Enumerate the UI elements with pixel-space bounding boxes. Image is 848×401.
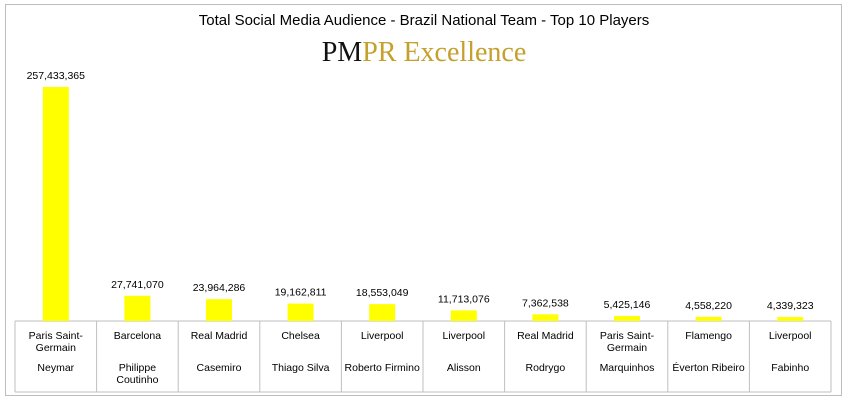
tick-label-player: Alisson [447, 362, 481, 374]
data-label: 5,425,146 [604, 299, 651, 311]
bar [287, 303, 314, 321]
data-label: 257,433,365 [27, 70, 86, 82]
logo: PMPR Excellence [0, 36, 848, 70]
tick-label-player: Philippe [119, 362, 157, 374]
bar [777, 317, 804, 321]
data-label: 23,964,286 [193, 282, 246, 294]
data-label: 18,553,049 [356, 287, 409, 299]
bar [369, 304, 396, 321]
tick-label-club: Paris Saint- [29, 330, 84, 342]
bar [695, 316, 722, 321]
tick-label-player: Thiago Silva [272, 362, 330, 374]
chart-frame [5, 4, 842, 396]
data-label: 7,362,538 [522, 297, 569, 309]
tick-label-club: Real Madrid [517, 330, 574, 342]
tick-label-club: Germain [607, 342, 647, 354]
tick-label-club: Barcelona [114, 330, 161, 342]
tick-label-player: Marquinhos [600, 362, 655, 374]
tick-label-player: Rodrygo [526, 362, 566, 374]
tick-label-player: Éverton Ribeiro [672, 361, 745, 374]
tick-label-player: Neymar [37, 362, 74, 374]
tick-label-club: Chelsea [281, 330, 320, 342]
tick-label-club: Liverpool [769, 330, 812, 342]
data-label: 19,162,811 [275, 287, 327, 299]
bar [450, 310, 477, 321]
tick-label-player: Fabinho [771, 362, 809, 374]
bar [206, 299, 232, 321]
logo-pm-text: PM [321, 37, 363, 68]
tick-label-club: Flamengo [685, 330, 732, 342]
tick-label-club: Real Madrid [191, 330, 248, 342]
tick-label-club: Liverpool [442, 330, 485, 342]
tick-label-player: Casemiro [197, 362, 242, 374]
data-label: 4,339,323 [767, 300, 814, 312]
tick-label-club: Germain [36, 342, 76, 354]
bar [124, 295, 151, 321]
bar [532, 314, 559, 321]
tick-label-player: Roberto Firmino [345, 362, 420, 374]
data-label: 27,741,070 [111, 279, 164, 291]
tick-label-player: Coutinho [116, 374, 158, 386]
tick-label-club: Liverpool [361, 330, 404, 342]
data-label: 11,713,076 [438, 293, 490, 305]
chart-title: Total Social Media Audience - Brazil Nat… [198, 12, 650, 29]
tick-label-club: Paris Saint- [600, 330, 655, 342]
bar [614, 316, 640, 321]
bar [42, 87, 69, 321]
logo-pr-excellence-text: PR Excellence [362, 37, 527, 68]
data-label: 4,558,220 [685, 300, 732, 312]
